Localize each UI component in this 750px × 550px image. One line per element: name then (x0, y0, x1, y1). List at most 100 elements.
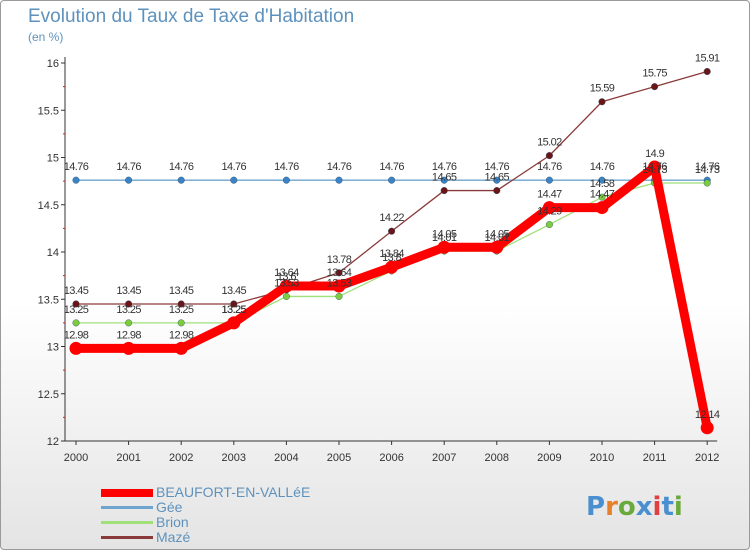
legend-label-brion: Brion (156, 514, 189, 530)
data-label: 12.14 (695, 409, 720, 421)
data-point (282, 176, 290, 184)
data-point (700, 421, 714, 435)
data-point (279, 279, 293, 293)
data-label: 13.64 (327, 267, 352, 279)
logo-letter: x (635, 492, 653, 522)
x-tick-label: 2001 (116, 452, 140, 464)
data-label: 14.58 (590, 178, 615, 190)
data-point (230, 176, 238, 184)
data-point (332, 279, 346, 293)
data-point (545, 152, 553, 160)
x-tick-label: 2006 (379, 452, 403, 464)
data-point (437, 240, 451, 254)
data-point (490, 240, 504, 254)
x-tick-label: 2009 (537, 452, 561, 464)
data-label: 13.45 (169, 285, 194, 297)
data-label: 14.76 (116, 161, 141, 173)
data-label: 14.76 (695, 161, 720, 173)
data-point (174, 341, 188, 355)
data-point (388, 227, 396, 235)
legend-label-gee: Gée (156, 499, 183, 515)
data-label: 14.76 (64, 161, 89, 173)
x-tick-label: 2007 (432, 452, 456, 464)
data-label: 14.76 (537, 161, 562, 173)
data-label: 14.65 (432, 172, 457, 184)
logo-letter: o (617, 492, 636, 522)
data-label: 14.01 (432, 232, 457, 244)
data-label: 13.45 (116, 285, 141, 297)
x-tick-label: 2012 (695, 452, 719, 464)
data-label: 14.47 (590, 189, 615, 201)
legend-swatch-beaufort (101, 489, 153, 497)
data-point (72, 300, 80, 308)
data-label: 12.98 (116, 329, 141, 341)
data-point (385, 260, 399, 274)
data-point (335, 292, 343, 300)
data-point (335, 269, 343, 277)
data-label: 14.76 (274, 161, 299, 173)
legend-label-maze: Mazé (156, 529, 191, 545)
data-label: 14.65 (485, 172, 510, 184)
data-label: 15.75 (642, 68, 667, 80)
logo-letter: i (673, 492, 683, 522)
data-point (388, 176, 396, 184)
data-label: 13.6 (277, 271, 296, 283)
data-label: 14.73 (642, 164, 667, 176)
data-point (598, 176, 606, 184)
data-label: 13.53 (274, 277, 299, 289)
x-tick-label: 2010 (590, 452, 614, 464)
logo-letter: i (652, 492, 662, 522)
data-point (493, 176, 501, 184)
data-label: 14.76 (432, 161, 457, 173)
data-point (72, 176, 80, 184)
data-point (227, 316, 241, 330)
data-label: 14.76 (222, 161, 247, 173)
chart-unit: (en %) (28, 30, 64, 44)
data-point (125, 176, 133, 184)
data-label: 13.25 (222, 304, 247, 316)
data-point (282, 292, 290, 300)
data-point (703, 179, 711, 187)
data-point (440, 187, 448, 195)
data-label: 14.05 (485, 228, 510, 240)
data-label: 13.25 (169, 304, 194, 316)
y-tick-label: 12 (47, 436, 59, 448)
y-tick-label: 14.5 (38, 200, 59, 212)
data-point (72, 319, 80, 327)
y-tick-label: 15.5 (38, 105, 59, 117)
data-point (125, 300, 133, 308)
data-label: 14.29 (537, 206, 562, 218)
legend-swatch-gee (101, 506, 153, 509)
y-tick-label: 15 (47, 153, 59, 165)
data-point (598, 193, 606, 201)
data-label: 14.9 (645, 148, 664, 160)
legend-label-beaufort: BEAUFORT-EN-VALLéE (156, 484, 311, 500)
data-point (493, 187, 501, 195)
data-label: 14.22 (379, 212, 404, 224)
data-label: 14.76 (590, 161, 615, 173)
x-tick-label: 2011 (643, 452, 667, 464)
legend-swatch-maze (101, 536, 153, 539)
data-label: 13.25 (222, 304, 247, 316)
proxiti-logo: Proxiti (586, 492, 683, 522)
data-point (177, 300, 185, 308)
data-point (177, 176, 185, 184)
data-label: 14.01 (485, 232, 510, 244)
data-label: 13.45 (222, 285, 247, 297)
logo-letter: r (605, 492, 618, 522)
chart-title: Evolution du Taux de Taxe d'Habitation (28, 6, 355, 27)
data-point (703, 68, 711, 76)
data-label: 13.25 (64, 304, 89, 316)
data-label: 14.47 (537, 189, 562, 201)
x-tick-label: 2000 (64, 452, 88, 464)
x-tick-label: 2005 (327, 452, 351, 464)
data-label: 14.05 (432, 228, 457, 240)
data-point (595, 201, 609, 215)
data-point (122, 341, 136, 355)
data-label: 12.98 (169, 329, 194, 341)
y-tick-label: 13 (47, 342, 59, 354)
data-label: 13.84 (379, 248, 404, 260)
logo-letter: t (661, 492, 674, 522)
